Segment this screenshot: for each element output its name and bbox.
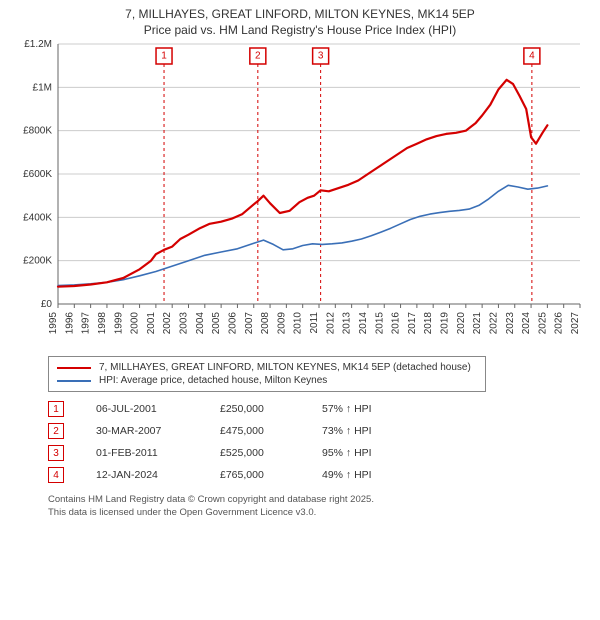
svg-text:£800K: £800K xyxy=(23,126,52,137)
legend-swatch-hpi xyxy=(57,380,91,382)
legend-swatch-price-paid xyxy=(57,367,91,369)
svg-text:2: 2 xyxy=(255,51,261,62)
svg-text:2006: 2006 xyxy=(227,312,238,335)
footer-line-2: This data is licensed under the Open Gov… xyxy=(48,507,588,519)
chart-title: 7, MILLHAYES, GREAT LINFORD, MILTON KEYN… xyxy=(12,6,588,38)
svg-text:2016: 2016 xyxy=(391,312,402,335)
sale-date: 01-FEB-2011 xyxy=(96,447,188,459)
table-row: 4 12-JAN-2024 £765,000 49% ↑ HPI xyxy=(48,464,588,486)
svg-text:£0: £0 xyxy=(41,299,53,310)
svg-text:4: 4 xyxy=(529,51,535,62)
svg-text:2019: 2019 xyxy=(440,312,451,335)
svg-text:2003: 2003 xyxy=(179,312,190,335)
footer-line-1: Contains HM Land Registry data © Crown c… xyxy=(48,494,588,506)
legend-label-price-paid: 7, MILLHAYES, GREAT LINFORD, MILTON KEYN… xyxy=(99,362,471,373)
svg-text:2009: 2009 xyxy=(276,312,287,335)
table-row: 1 06-JUL-2001 £250,000 57% ↑ HPI xyxy=(48,398,588,420)
sale-vs-hpi: 95% ↑ HPI xyxy=(322,447,412,459)
svg-text:2013: 2013 xyxy=(342,312,353,335)
svg-text:1998: 1998 xyxy=(97,312,108,335)
sale-price: £250,000 xyxy=(220,403,290,415)
title-line-2: Price paid vs. HM Land Registry's House … xyxy=(12,22,588,38)
svg-text:1996: 1996 xyxy=(64,312,75,335)
table-row: 2 30-MAR-2007 £475,000 73% ↑ HPI xyxy=(48,420,588,442)
sale-price: £525,000 xyxy=(220,447,290,459)
sale-marker-badge: 2 xyxy=(48,423,64,439)
attribution-footer: Contains HM Land Registry data © Crown c… xyxy=(48,494,588,519)
svg-text:£1.2M: £1.2M xyxy=(24,40,52,50)
sales-table: 1 06-JUL-2001 £250,000 57% ↑ HPI 2 30-MA… xyxy=(48,398,588,486)
svg-text:2002: 2002 xyxy=(162,312,173,335)
svg-text:2007: 2007 xyxy=(244,312,255,335)
legend-label-hpi: HPI: Average price, detached house, Milt… xyxy=(99,375,327,386)
title-line-1: 7, MILLHAYES, GREAT LINFORD, MILTON KEYN… xyxy=(12,6,588,22)
svg-text:2011: 2011 xyxy=(309,312,320,334)
svg-text:2017: 2017 xyxy=(407,312,418,335)
svg-text:1999: 1999 xyxy=(113,312,124,335)
legend-item-price-paid: 7, MILLHAYES, GREAT LINFORD, MILTON KEYN… xyxy=(57,361,477,374)
svg-text:2018: 2018 xyxy=(423,312,434,335)
svg-text:2014: 2014 xyxy=(358,312,369,335)
sale-price: £765,000 xyxy=(220,469,290,481)
sale-marker-badge: 3 xyxy=(48,445,64,461)
svg-text:2020: 2020 xyxy=(456,312,467,335)
sale-date: 30-MAR-2007 xyxy=(96,425,188,437)
svg-text:2021: 2021 xyxy=(472,312,483,335)
svg-text:1997: 1997 xyxy=(81,312,92,335)
svg-text:2010: 2010 xyxy=(293,312,304,335)
svg-text:2015: 2015 xyxy=(374,312,385,335)
sale-marker-badge: 1 xyxy=(48,401,64,417)
svg-text:2023: 2023 xyxy=(505,312,516,335)
line-chart: £0 £200K £400K £600K £800K £1M £1.2M 1995 1996 19… xyxy=(12,40,588,350)
svg-text:2000: 2000 xyxy=(130,312,141,335)
sale-vs-hpi: 49% ↑ HPI xyxy=(322,469,412,481)
svg-text:£600K: £600K xyxy=(23,169,52,180)
svg-text:2026: 2026 xyxy=(554,312,565,335)
svg-text:£200K: £200K xyxy=(23,256,52,267)
svg-text:£1M: £1M xyxy=(33,83,52,94)
svg-text:1: 1 xyxy=(161,51,167,62)
legend-item-hpi: HPI: Average price, detached house, Milt… xyxy=(57,374,477,387)
sale-vs-hpi: 57% ↑ HPI xyxy=(322,403,412,415)
sale-date: 06-JUL-2001 xyxy=(96,403,188,415)
svg-text:2025: 2025 xyxy=(537,312,548,335)
svg-text:2005: 2005 xyxy=(211,312,222,335)
table-row: 3 01-FEB-2011 £525,000 95% ↑ HPI xyxy=(48,442,588,464)
legend: 7, MILLHAYES, GREAT LINFORD, MILTON KEYN… xyxy=(48,356,486,392)
svg-text:3: 3 xyxy=(318,51,324,62)
sale-price: £475,000 xyxy=(220,425,290,437)
svg-text:2001: 2001 xyxy=(146,312,157,335)
svg-text:2012: 2012 xyxy=(325,312,336,335)
sale-vs-hpi: 73% ↑ HPI xyxy=(322,425,412,437)
svg-text:2022: 2022 xyxy=(488,312,499,335)
svg-text:2004: 2004 xyxy=(195,312,206,335)
sale-marker-badge: 4 xyxy=(48,467,64,483)
svg-text:1995: 1995 xyxy=(48,312,59,335)
sale-date: 12-JAN-2024 xyxy=(96,469,188,481)
svg-text:2027: 2027 xyxy=(570,312,581,335)
chart-area: £0 £200K £400K £600K £800K £1M £1.2M 1995 1996 19… xyxy=(12,40,588,350)
svg-text:£400K: £400K xyxy=(23,213,52,224)
svg-text:2008: 2008 xyxy=(260,312,271,335)
svg-text:2024: 2024 xyxy=(521,312,532,335)
